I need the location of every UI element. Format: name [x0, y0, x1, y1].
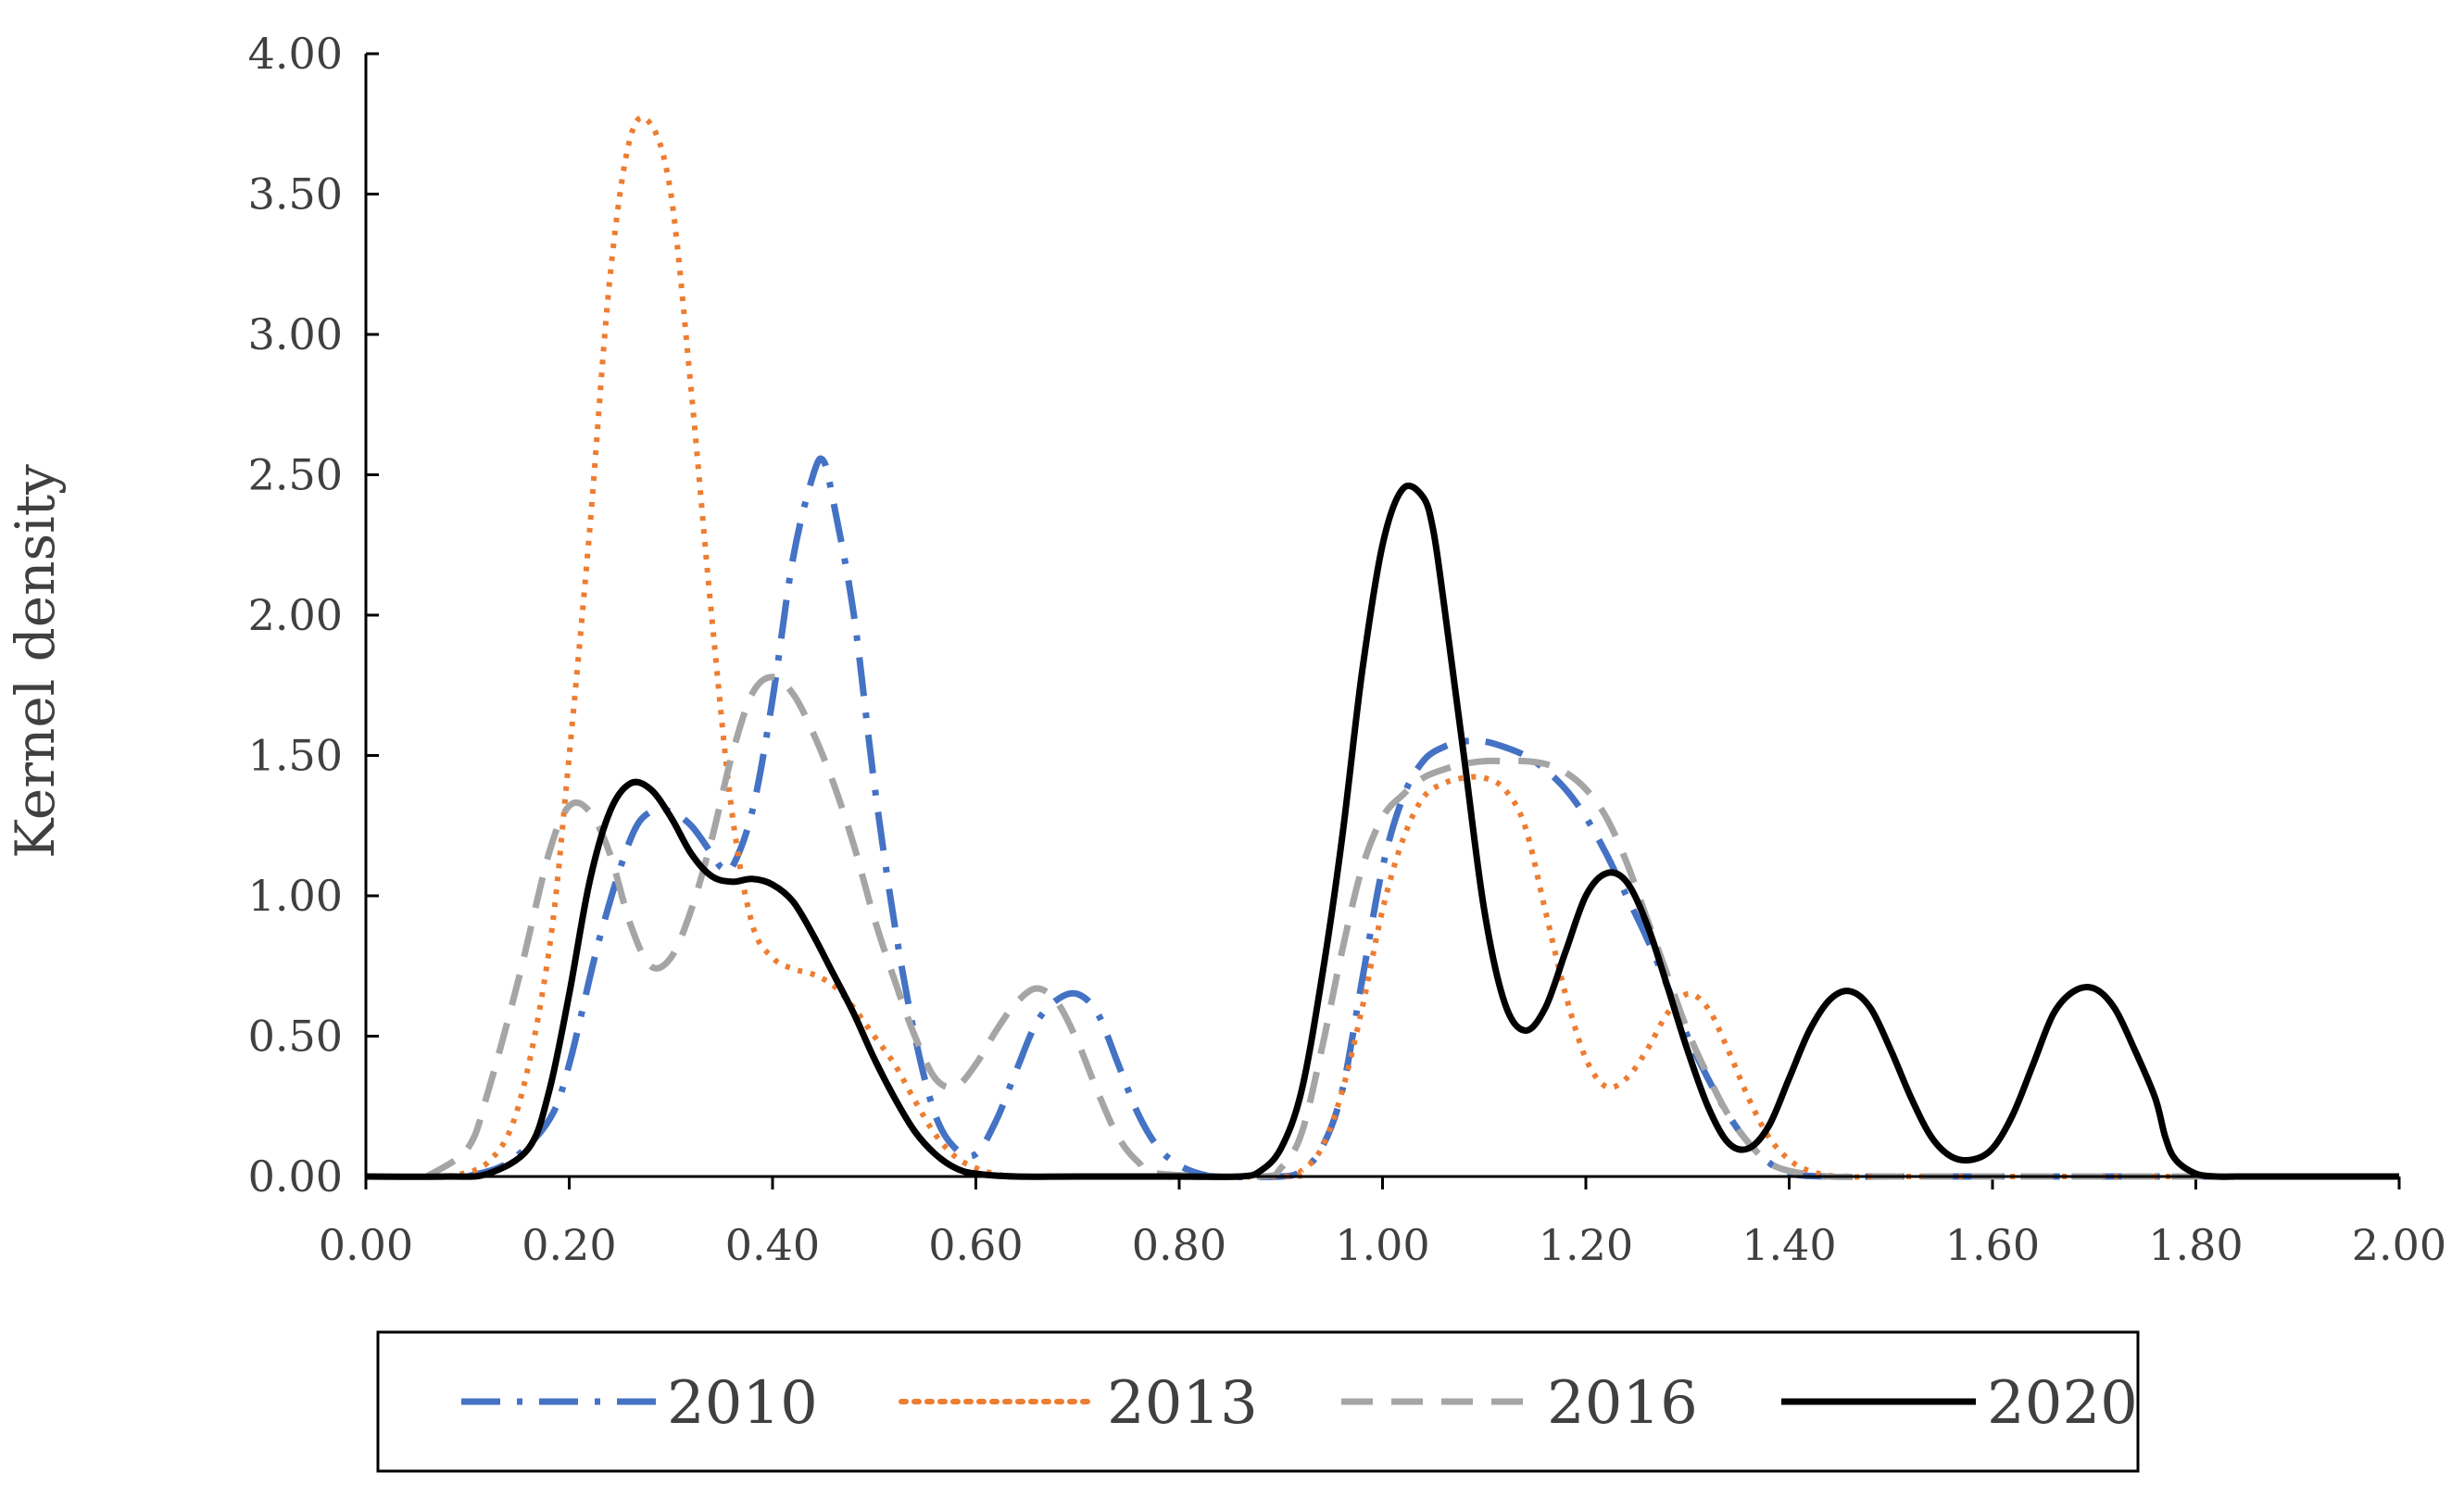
x-tick-label: 1.20	[1539, 1220, 1633, 1270]
x-tick-label: 0.80	[1132, 1220, 1226, 1270]
x-tick-label: 1.80	[2148, 1220, 2243, 1270]
series-2010-line	[466, 455, 2298, 1181]
x-tick-label: 0.00	[319, 1220, 413, 1270]
x-tick-label: 1.40	[1741, 1220, 1836, 1270]
legend-box	[376, 1330, 2140, 1473]
y-tick-label: 0.50	[248, 1012, 343, 1062]
series-2016-line	[424, 673, 2298, 1180]
x-tick-label: 1.60	[1945, 1220, 2040, 1270]
x-tick-label: 1.00	[1335, 1220, 1429, 1270]
y-tick-label: 1.50	[248, 731, 343, 781]
x-tick-label: 0.60	[928, 1220, 1023, 1270]
legend-label-2010: 2010	[667, 1369, 818, 1438]
legend: 2010 2013 2016 2020	[376, 1330, 2140, 1473]
y-axis-ticks: 0.00 0.50 1.00 1.50 2.00 2.50 3.00 3.50 4.00	[248, 29, 379, 1202]
legend-label-2020: 2020	[1987, 1369, 2138, 1438]
x-axis-ticks: 0.00 0.20 0.40 0.60 0.80 1.00 1.20 1.40 1.60 1.80…	[319, 1177, 2446, 1270]
y-axis-title: Kernel density	[4, 464, 67, 859]
y-tick-label: 0.00	[248, 1151, 343, 1202]
x-tick-label: 2.00	[2352, 1220, 2446, 1270]
y-tick-label: 2.00	[248, 590, 343, 640]
legend-label-2013: 2013	[1107, 1369, 1258, 1438]
legend-label-2016: 2016	[1547, 1369, 1698, 1438]
series-2020-line	[365, 482, 2399, 1180]
series-layer	[365, 114, 2399, 1181]
y-tick-label: 3.50	[248, 170, 343, 220]
y-tick-label: 3.00	[248, 309, 343, 359]
x-tick-label: 0.20	[522, 1220, 616, 1270]
series-2013-line	[446, 114, 2298, 1180]
y-tick-label: 4.00	[248, 29, 343, 79]
y-tick-label: 2.50	[248, 450, 343, 500]
y-tick-label: 1.00	[248, 871, 343, 921]
x-tick-label: 0.40	[725, 1220, 820, 1270]
